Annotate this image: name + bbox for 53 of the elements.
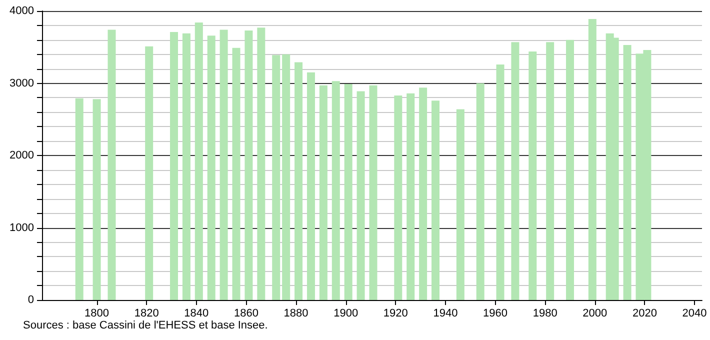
bar	[344, 84, 352, 300]
bar	[588, 18, 596, 300]
bar	[92, 99, 101, 300]
bar	[406, 93, 415, 300]
bar	[496, 64, 504, 300]
bar	[244, 30, 253, 300]
bar	[207, 36, 216, 300]
bar	[257, 28, 266, 300]
x-tick-label: 2000	[582, 308, 608, 320]
bar	[294, 62, 303, 300]
bar	[108, 30, 116, 300]
x-tick-label: 1880	[284, 308, 308, 320]
x-tick-label: 1800	[84, 308, 110, 320]
bar	[528, 51, 537, 300]
bar	[182, 33, 190, 300]
x-tick-label: 1960	[483, 308, 508, 320]
y-tick-label: 3000	[10, 77, 34, 90]
bar	[356, 91, 365, 300]
bar	[476, 83, 484, 300]
source-note: Sources : base Cassini de l'EHESS et base Insee.	[23, 320, 268, 332]
x-tick-label: 2040	[682, 308, 707, 320]
x-tick-label: 1820	[134, 308, 159, 320]
bar	[623, 44, 632, 300]
bar	[332, 81, 340, 300]
bar	[511, 42, 520, 300]
y-tick-label: 1000	[10, 222, 34, 234]
bar	[456, 109, 464, 300]
bar	[566, 40, 574, 300]
bar	[75, 98, 84, 300]
x-tick-label: 2020	[632, 308, 657, 320]
bar	[282, 54, 290, 300]
x-tick-label: 1860	[234, 308, 258, 320]
x-tick-label: 1920	[383, 308, 408, 320]
x-tick-label: 1980	[532, 308, 558, 320]
bar	[220, 30, 228, 300]
y-tick-label: 2000	[10, 150, 34, 162]
x-tick-label: 1900	[334, 308, 358, 320]
bar	[394, 96, 402, 300]
bar	[145, 46, 154, 300]
y-tick-label: 4000	[10, 5, 34, 17]
bar	[170, 32, 178, 300]
bar	[546, 42, 554, 300]
bar	[319, 85, 328, 300]
bar	[369, 85, 378, 300]
bar	[194, 22, 203, 300]
y-tick-label: 0	[28, 294, 34, 306]
bar	[419, 88, 428, 300]
x-tick-label: 1840	[184, 308, 209, 320]
x-tick-label: 1940	[433, 308, 458, 320]
bar	[432, 100, 440, 300]
bar	[232, 48, 240, 300]
bar	[306, 72, 315, 300]
bar	[272, 55, 280, 300]
